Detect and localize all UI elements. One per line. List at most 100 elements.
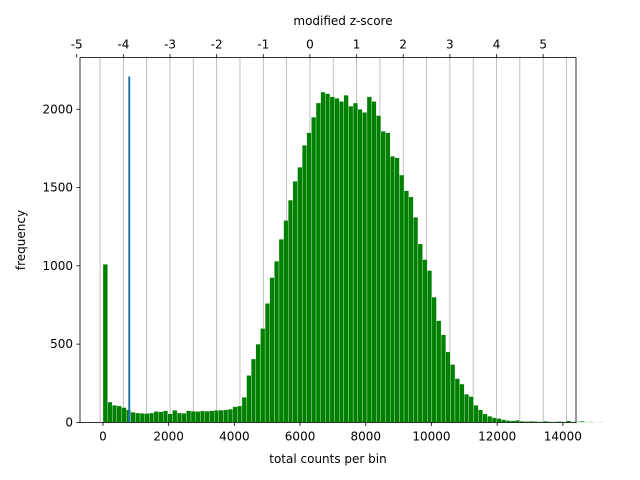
histogram-bar: [362, 112, 368, 423]
histogram-bar: [116, 405, 122, 423]
histogram-bar: [112, 405, 118, 423]
top-tick-label: -4: [117, 38, 129, 52]
y-tick-label: 1500: [42, 181, 73, 195]
y-tick-label: 1000: [42, 259, 73, 273]
histogram-bar: [417, 243, 423, 423]
histogram-bar: [422, 259, 428, 423]
histogram-bar: [403, 190, 409, 423]
histogram-bar: [320, 91, 326, 423]
y-axis-label: frequency: [14, 210, 28, 270]
top-tick-label: 4: [493, 38, 501, 52]
x-tick-label: 14000: [544, 429, 582, 443]
histogram-bar: [153, 411, 159, 423]
x-tick-label: 10000: [412, 429, 450, 443]
histogram-bar: [339, 101, 344, 423]
histogram-bar: [292, 181, 298, 423]
histogram-bar: [440, 334, 446, 423]
top-tick-label: 1: [353, 38, 361, 52]
histogram-bar: [348, 105, 354, 423]
histogram-bar: [223, 409, 229, 423]
histogram-bar: [579, 420, 585, 423]
histogram-bar: [232, 406, 238, 423]
histogram-bar: [269, 277, 275, 423]
histogram-bar: [394, 157, 400, 423]
histogram-bar: [274, 260, 280, 423]
top-axis-ticks: -5 -4 -3 -2 -1 0 1 2 3 4 5: [71, 38, 547, 58]
histogram-bar: [251, 358, 256, 423]
histogram-bar: [121, 407, 127, 423]
histogram-bar: [241, 397, 247, 423]
top-tick-label: -1: [257, 38, 269, 52]
histogram-bar: [376, 115, 382, 423]
histogram-bar: [473, 405, 479, 423]
histogram-bar: [477, 409, 483, 423]
histogram-bar: [172, 410, 178, 423]
y-tick-label: 500: [50, 337, 73, 351]
histogram-bar: [385, 132, 391, 423]
histogram-bar: [311, 116, 317, 423]
x-tick-label: 8000: [351, 429, 382, 443]
histogram-bar: [487, 415, 493, 423]
histogram-bar: [144, 413, 150, 423]
y-tick-label: 0: [65, 415, 73, 429]
top-tick-label: 5: [539, 38, 547, 52]
histogram-bar: [237, 405, 243, 423]
histogram-bar: [190, 410, 196, 423]
histogram-bar: [325, 93, 331, 423]
histogram-bar: [186, 410, 192, 423]
histogram-bar: [209, 410, 215, 423]
histogram-bar: [464, 394, 470, 423]
histogram-bar: [204, 410, 210, 423]
top-tick-label: 0: [306, 38, 314, 52]
histogram-bar: [218, 410, 224, 423]
y-axis-ticks: 0 500 1000 1500 2000: [42, 102, 80, 429]
top-tick-label: -2: [211, 38, 223, 52]
histogram-bar: [260, 328, 266, 423]
histogram-bar: [459, 383, 465, 423]
x-axis-ticks: 0 2000 4000 6000 8000 10000 12000 14000: [99, 422, 582, 443]
histogram-bar: [329, 96, 335, 423]
x-tick-label: 2000: [153, 429, 184, 443]
histogram-bar: [408, 196, 414, 423]
y-tick-label: 2000: [42, 102, 73, 116]
plot-frame: [79, 57, 577, 423]
histogram-bar: [306, 132, 312, 423]
histogram-bar: [107, 401, 113, 423]
histogram-bar: [139, 413, 145, 423]
top-axis-label: modified z-score: [293, 14, 392, 28]
bars-layer: [102, 91, 613, 423]
histogram-bar: [454, 378, 460, 423]
histogram-bar: [301, 145, 307, 423]
x-tick-label: 6000: [285, 429, 316, 443]
histogram-bar: [181, 413, 187, 423]
histogram-bar: [380, 131, 386, 423]
histogram-bar: [389, 156, 395, 423]
histogram-bar: [255, 343, 261, 423]
histogram-bar: [482, 413, 488, 423]
histogram-bar: [176, 412, 182, 423]
histogram-bar: [352, 102, 358, 423]
histogram-bar: [501, 419, 507, 423]
top-tick-label: 3: [446, 38, 454, 52]
histogram-bar: [213, 410, 219, 423]
histogram-bar: [158, 411, 164, 423]
histogram-bar: [283, 220, 289, 423]
histogram-bar: [450, 364, 456, 423]
histogram-bar: [431, 296, 437, 423]
histogram-bar: [297, 167, 303, 423]
histogram-bar: [427, 270, 432, 423]
histogram-bar: [200, 410, 206, 423]
histogram-bar: [195, 411, 201, 423]
top-tick-label: -3: [164, 38, 176, 52]
x-tick-label: 0: [99, 429, 107, 443]
histogram-bar: [102, 264, 108, 423]
histogram-bar: [135, 412, 141, 423]
histogram-bar: [130, 412, 136, 423]
histogram-bar: [163, 410, 168, 423]
histogram-bar: [468, 396, 474, 423]
histogram-bar: [413, 217, 419, 423]
x-axis-label: total counts per bin: [269, 452, 386, 466]
x-tick-label: 4000: [219, 429, 250, 443]
histogram-bar: [167, 413, 173, 423]
